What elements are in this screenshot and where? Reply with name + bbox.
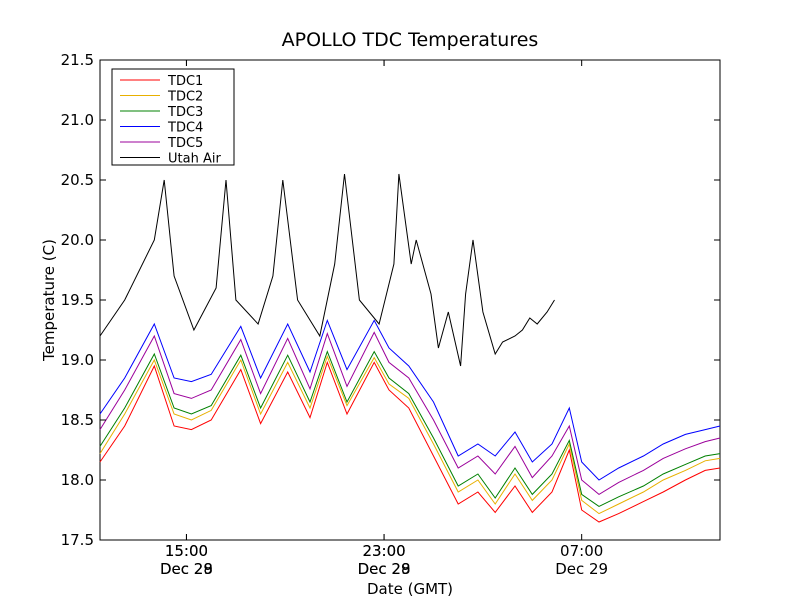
- x-tick-time-label: 07:00: [560, 542, 603, 560]
- y-tick-label: 18.5: [61, 411, 94, 429]
- legend-label: Utah Air: [168, 152, 221, 167]
- legend-label: TDC1: [167, 74, 203, 89]
- x-axis-label: Date (GMT): [367, 580, 453, 598]
- y-tick-label: 18.0: [61, 471, 94, 489]
- x-tick-date-label: Dec 29: [358, 560, 411, 578]
- series-line-utah-air: [99, 173, 555, 367]
- y-tick-label: 21.0: [61, 111, 94, 129]
- x-tick-time-label: 23:00: [362, 542, 405, 560]
- series-line-tdc5: [99, 331, 721, 496]
- x-tick-time-label: 15:00: [165, 542, 208, 560]
- legend-label: TDC2: [167, 90, 203, 105]
- y-tick-label: 17.5: [61, 531, 94, 549]
- chart-title: APOLLO TDC Temperatures: [282, 29, 539, 51]
- x-tick-time-label: 23:00: [362, 542, 405, 560]
- y-tick-label: 19.5: [61, 291, 94, 309]
- y-tick-label: 20.5: [61, 171, 94, 189]
- x-tick-date-label: Dec 28: [160, 560, 213, 578]
- y-tick-label: 20.0: [61, 231, 94, 249]
- y-tick-label: 19.0: [61, 351, 94, 369]
- series-line-tdc4: [99, 318, 721, 481]
- legend-box: [111, 68, 235, 166]
- legend-label: TDC5: [167, 136, 203, 151]
- y-axis-label: Temperature (C): [40, 239, 58, 362]
- x-tick-date-label: Dec 29: [555, 560, 608, 578]
- series-line-tdc1: [99, 360, 721, 523]
- series-layer: [99, 173, 721, 523]
- x-tick-time-label: 15:00: [165, 542, 208, 560]
- x-tick-date-label: Dec 28: [358, 560, 411, 578]
- y-axis: 17.5 18.0 18.5 19.0 19.5 20.0 20.5 21.0 21.5: [61, 51, 720, 549]
- series-line-tdc3: [99, 350, 721, 507]
- x-tick-date-label: Dec 29: [160, 560, 213, 578]
- legend-label: TDC4: [167, 121, 203, 136]
- series-line-tdc2: [99, 354, 721, 515]
- y-tick-label: 21.5: [61, 51, 94, 69]
- legend-label: TDC3: [167, 105, 203, 120]
